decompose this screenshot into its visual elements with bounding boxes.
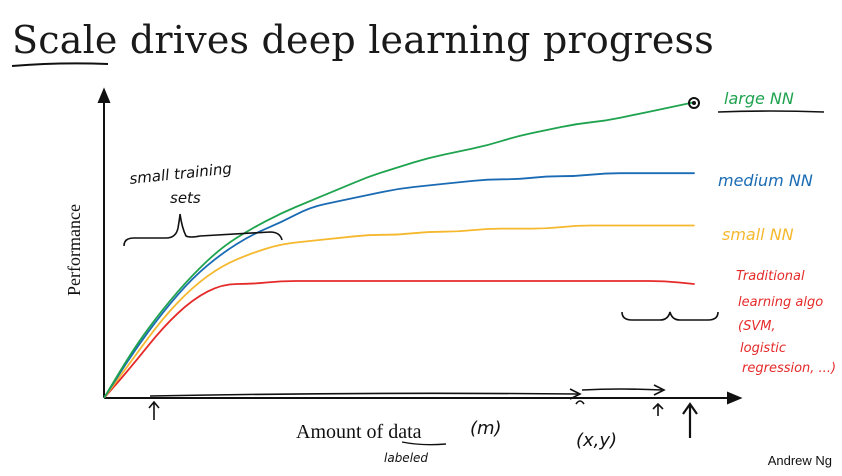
title-rest: drives deep learning progress [117, 18, 714, 62]
large-nn-end-marker [688, 97, 700, 109]
data-underline [401, 441, 447, 446]
small-training-sets-line-2: sets [170, 189, 201, 207]
big-up-arrow [682, 402, 698, 438]
label-traditional-line-5: regression, ...) [742, 361, 836, 376]
label-large-nn: large NN [724, 89, 794, 108]
data-arrow-long-head [569, 388, 582, 400]
label-traditional-line-4: logistic [740, 341, 786, 356]
series-layer [103, 101, 695, 399]
annotation-labeled: labeled [384, 451, 428, 465]
label-traditional-line-1: Traditional [736, 269, 805, 284]
axes [97, 87, 743, 405]
label-small-nn: small NN [722, 225, 794, 244]
author-credit: Andrew Ng [767, 453, 832, 468]
title-scale-word: Scale [12, 18, 118, 62]
small-training-sets-brace [123, 213, 283, 247]
x-axis-marks [148, 384, 698, 438]
label-traditional-line-2: learning algo [738, 295, 823, 310]
data-arrow-short-head [653, 384, 666, 396]
y-axis-label: Performance [64, 204, 84, 296]
label-traditional: Traditional learning algo (SVM, logistic… [736, 269, 836, 376]
series-line-large-nn [103, 101, 695, 399]
x-axis-label: Amount of data [296, 421, 422, 443]
y-axis-arrow [97, 87, 111, 103]
data-arrow-long [149, 392, 579, 397]
label-medium-nn: medium NN [718, 171, 813, 190]
annotation-xy: (x,y) [576, 430, 617, 451]
series-line-traditional-learning-algo [103, 280, 695, 399]
slide-title: Scale drives deep learning progress [12, 18, 714, 62]
large-nn-underline [717, 110, 825, 113]
small-training-sets-line-1: small training [129, 159, 233, 188]
small-hook-mark [575, 400, 585, 405]
series-line-medium-nn [103, 172, 695, 399]
annotation-small-training-sets: small training sets [123, 159, 283, 247]
title-underline [11, 62, 109, 67]
data-arrow-short [581, 388, 663, 391]
label-traditional-line-3: (SVM, [738, 319, 776, 334]
tick-arrow-mid [652, 402, 664, 416]
large-data-brace [621, 311, 719, 321]
tick-arrow-left [148, 400, 160, 420]
series-line-small-nn [103, 224, 695, 399]
x-axis-arrow [727, 391, 743, 405]
annotation-m: (m) [470, 418, 502, 439]
